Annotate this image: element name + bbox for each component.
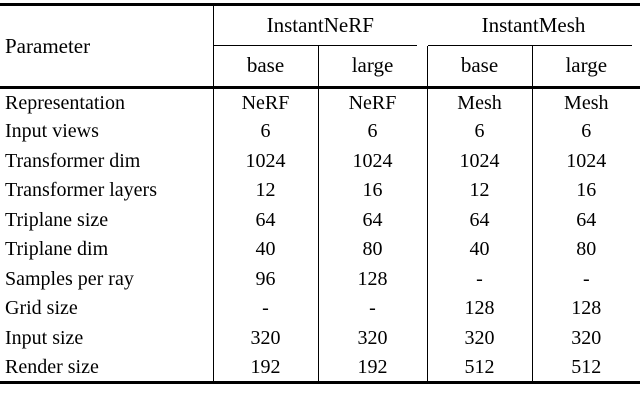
cmidrule-instantnerf [213, 44, 418, 46]
value-cell: 12 [426, 176, 533, 206]
value-cell: 512 [426, 353, 533, 383]
group-label: InstantMesh [481, 13, 586, 38]
param-cell: Triplane dim [5, 238, 109, 261]
param-cell: Transformer layers [5, 179, 158, 202]
value-cell: 6 [426, 117, 533, 147]
value-cell: 128 [317, 264, 428, 294]
value-cell: 1024 [531, 146, 640, 176]
value-cell: 64 [426, 205, 533, 235]
subcol-nerf-large: large [317, 45, 428, 88]
subcol-mesh-large: large [531, 45, 640, 88]
sub-header-row: base large base large [0, 45, 640, 88]
value-cell: NeRF [317, 87, 428, 117]
table-row: Render size 192 192 512 512 [0, 353, 640, 383]
value-cell: 512 [531, 353, 640, 383]
table-row: Transformer layers 12 16 12 16 [0, 176, 640, 206]
table-row: Representation NeRF NeRF Mesh Mesh [0, 87, 640, 117]
value-cell: 64 [317, 205, 428, 235]
value-cell: 64 [212, 205, 318, 235]
value-cell: - [212, 294, 318, 324]
value-cell: 320 [531, 323, 640, 353]
value-cell: 320 [426, 323, 533, 353]
value-cell: 6 [212, 117, 318, 147]
value-cell: 12 [212, 176, 318, 206]
value-cell: 320 [317, 323, 428, 353]
value-cell: 80 [317, 235, 428, 265]
cmidrule-instantmesh [428, 44, 633, 46]
value-cell: 320 [212, 323, 318, 353]
param-cell: Samples per ray [5, 267, 134, 290]
table-row: Transformer dim 1024 1024 1024 1024 [0, 146, 640, 176]
value-cell: 1024 [317, 146, 428, 176]
param-cell: Grid size [5, 297, 78, 320]
value-cell: 64 [531, 205, 640, 235]
value-cell: - [426, 264, 533, 294]
value-cell: 40 [426, 235, 533, 265]
subcol-nerf-base: base [246, 53, 285, 78]
value-cell: 96 [212, 264, 318, 294]
table-row: Samples per ray 96 128 - - [0, 264, 640, 294]
param-cell: Triplane size [5, 208, 109, 231]
value-cell: 1024 [212, 146, 318, 176]
value-cell: 128 [426, 294, 533, 324]
value-cell: 1024 [426, 146, 533, 176]
param-cell: Representation [5, 91, 125, 114]
table-header: Parameter InstantNeRF InstantMesh base l… [0, 4, 640, 88]
table-row: Input views 6 6 6 6 [0, 117, 640, 147]
value-cell: 80 [531, 235, 640, 265]
value-cell: Mesh [426, 87, 533, 117]
model-config-table: Parameter InstantNeRF InstantMesh base l… [0, 3, 640, 384]
param-cell: Input size [5, 326, 84, 349]
group-label: InstantNeRF [266, 13, 374, 38]
value-cell: NeRF [212, 87, 318, 117]
value-cell: - [531, 264, 640, 294]
group-header-row: Parameter InstantNeRF InstantMesh [0, 4, 640, 88]
value-cell: 192 [212, 353, 318, 383]
value-cell: - [317, 294, 428, 324]
table-row: Triplane dim 40 80 40 80 [0, 235, 640, 265]
table-row: Grid size - - 128 128 [0, 294, 640, 324]
param-cell: Input views [5, 120, 99, 143]
value-cell: 128 [531, 294, 640, 324]
table-row: Triplane size 64 64 64 64 [0, 205, 640, 235]
value-cell: 16 [317, 176, 428, 206]
value-cell: Mesh [531, 87, 640, 117]
value-cell: 192 [317, 353, 428, 383]
value-cell: 6 [531, 117, 640, 147]
value-cell: 6 [317, 117, 428, 147]
param-cell: Render size [5, 355, 99, 378]
value-cell: 40 [212, 235, 318, 265]
value-cell: 16 [531, 176, 640, 206]
group-header-instantnerf: InstantNeRF [213, 5, 427, 46]
table-body: Representation NeRF NeRF Mesh Mesh Input… [0, 87, 640, 383]
param-cell: Transformer dim [5, 149, 141, 172]
group-header-instantmesh: InstantMesh [427, 5, 640, 46]
table-row: Input size 320 320 320 320 [0, 323, 640, 353]
column-header-parameter: Parameter [0, 4, 214, 88]
subcol-mesh-base: base [426, 45, 533, 88]
